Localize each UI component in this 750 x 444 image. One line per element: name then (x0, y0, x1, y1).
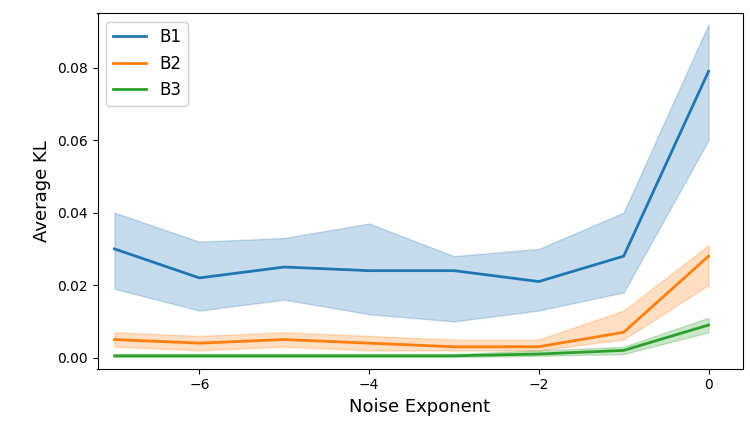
B3 (195, 353, 204, 358)
Y-axis label: Average KL: Average KL (34, 140, 52, 242)
B3 (110, 353, 119, 358)
X-axis label: Noise Exponent: Noise Exponent (350, 398, 490, 416)
B2 (704, 254, 713, 259)
B1 (110, 246, 119, 252)
B2 (110, 337, 119, 342)
B2 (195, 341, 204, 346)
B1 (620, 254, 628, 259)
Line: B2: B2 (115, 256, 709, 347)
B3 (704, 322, 713, 328)
Legend: B1, B2, B3: B1, B2, B3 (106, 22, 188, 106)
B1 (449, 268, 458, 274)
B3 (620, 348, 628, 353)
B3 (280, 353, 289, 358)
B2 (534, 344, 543, 349)
B3 (449, 353, 458, 358)
B1 (195, 275, 204, 281)
Line: B1: B1 (115, 71, 709, 281)
B2 (280, 337, 289, 342)
B2 (620, 329, 628, 335)
B2 (449, 344, 458, 349)
B1 (704, 69, 713, 74)
B3 (534, 351, 543, 357)
B1 (364, 268, 374, 274)
B3 (364, 353, 374, 358)
Line: B3: B3 (115, 325, 709, 356)
B2 (364, 341, 374, 346)
B1 (534, 279, 543, 284)
B1 (280, 264, 289, 270)
